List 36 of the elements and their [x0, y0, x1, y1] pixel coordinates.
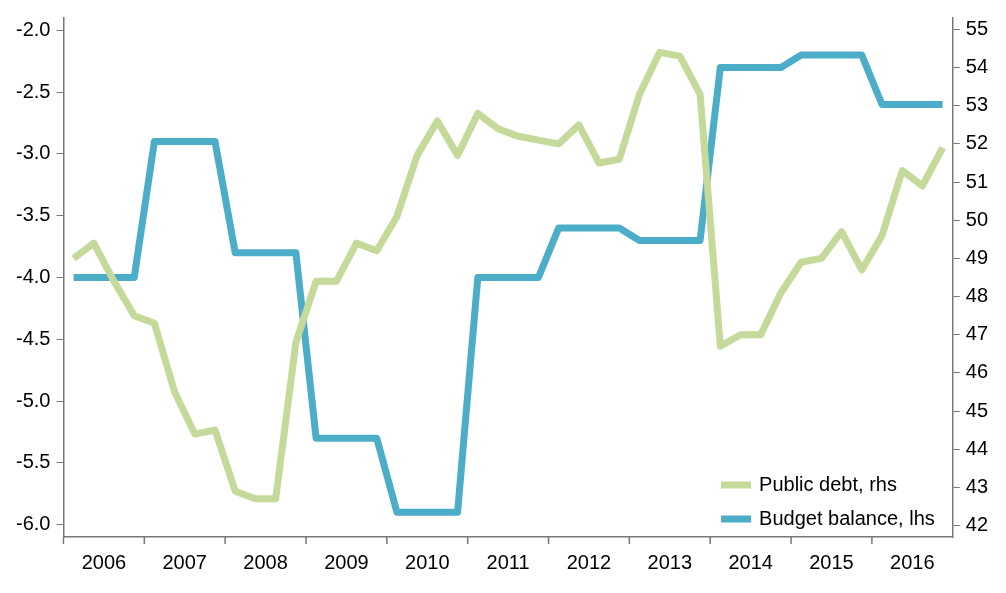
- x-tick-label: 2009: [324, 550, 369, 573]
- y-tick-label: -2.0: [15, 17, 51, 40]
- y2-tick-label: 47: [965, 322, 988, 345]
- x-tick-label: 2012: [566, 550, 612, 573]
- x-tick-label: 2013: [647, 550, 693, 573]
- y2-tick-label: 52: [965, 131, 988, 154]
- x-tick-label: 2007: [162, 550, 207, 573]
- y2-tick-label: 42: [965, 513, 988, 536]
- y2-tick-label: 44: [965, 436, 988, 459]
- x-tick-label: 2006: [81, 550, 127, 573]
- x-tick-label: 2008: [243, 550, 288, 573]
- x-tick-label: 2015: [809, 550, 854, 573]
- x-tick-label: 2010: [405, 550, 450, 573]
- y2-tick-label: 46: [965, 360, 988, 383]
- y2-tick-label: 43: [965, 474, 988, 497]
- y2-tick-label: 48: [965, 284, 988, 307]
- y2-tick-label: 53: [965, 93, 988, 116]
- y2-tick-label: 51: [965, 169, 988, 192]
- legend-label: Budget balance, lhs: [759, 506, 935, 529]
- y2-tick-label: 55: [965, 16, 988, 39]
- x-tick-label: 2014: [728, 550, 773, 573]
- y-tick-label: -5.0: [15, 388, 51, 411]
- y2-tick-label: 54: [965, 55, 988, 78]
- y2-tick-label: 50: [965, 207, 988, 230]
- y-tick-label: -3.0: [15, 141, 51, 164]
- y-tick-label: -4.5: [15, 326, 51, 349]
- x-tick-label: 2016: [890, 550, 935, 573]
- y2-tick-label: 49: [965, 245, 988, 268]
- x-tick-label: 2011: [486, 550, 530, 573]
- y2-tick-label: 45: [965, 398, 988, 421]
- y-tick-label: -4.0: [15, 265, 51, 288]
- legend-label: Public debt, rhs: [759, 472, 897, 495]
- y-tick-label: -3.5: [15, 203, 51, 226]
- y-tick-label: -6.0: [15, 512, 51, 535]
- y-tick-label: -2.5: [15, 79, 51, 102]
- y-tick-label: -5.5: [15, 450, 51, 473]
